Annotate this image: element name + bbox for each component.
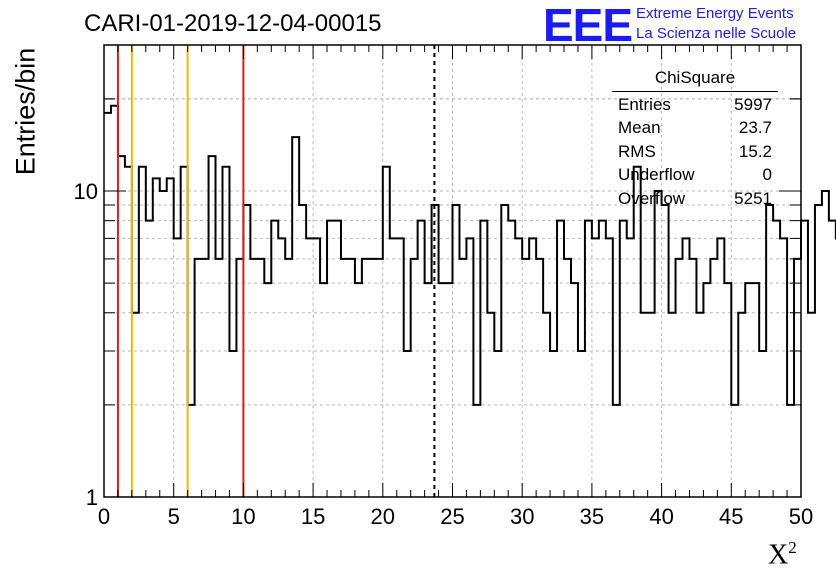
y-tick-label: 10 <box>74 179 98 204</box>
x-tick-label: 15 <box>301 504 325 529</box>
stats-row-rms: RMS 15.2 <box>612 140 778 164</box>
x-tick-label: 40 <box>649 504 673 529</box>
x-tick-label: 0 <box>98 504 110 529</box>
y-tick-label: 1 <box>86 485 98 510</box>
y-axis-label: Entries/bin <box>10 47 41 176</box>
eee-logo: EEE <box>543 0 633 51</box>
stats-value: 23.7 <box>738 118 772 137</box>
stats-value: 0 <box>762 165 772 184</box>
x-tick-label: 35 <box>580 504 604 529</box>
eee-caption-line1: Extreme Energy Events <box>636 5 794 22</box>
stats-row-mean: Mean 23.7 <box>612 116 778 140</box>
stats-label: Entries <box>618 94 671 114</box>
stats-row-underflow: Underflow 0 <box>612 163 778 187</box>
stats-label: Underflow <box>618 165 695 184</box>
x-tick-label: 20 <box>371 504 395 529</box>
stats-row-entries: Entries 5997 <box>612 93 778 117</box>
x-tick-label: 5 <box>168 504 180 529</box>
x-tick-label: 10 <box>231 504 255 529</box>
x-tick-label: 25 <box>440 504 464 529</box>
stats-value: 5997 <box>734 94 772 114</box>
eee-caption: Extreme Energy Events La Scienza nelle S… <box>636 4 796 44</box>
plot-title: CARI-01-2019-12-04-00015 <box>84 10 382 37</box>
stats-row-overflow: Overflow 5251 <box>612 187 778 211</box>
x-tick-label: 45 <box>719 504 743 529</box>
stats-value: 5251 <box>734 188 772 208</box>
stats-box: ChiSquare Entries 5997 Mean 23.7 RMS 15.2 U… <box>612 66 778 210</box>
stats-label: RMS <box>618 141 656 161</box>
x-axis-label: X2 <box>768 538 797 571</box>
stats-label: Mean <box>618 118 661 137</box>
stats-value: 15.2 <box>738 141 772 161</box>
x-tick-label: 50 <box>789 504 813 529</box>
eee-caption-line2: La Scienza nelle Scuole <box>636 25 797 42</box>
x-tick-label: 30 <box>510 504 534 529</box>
stats-label: Overflow <box>618 188 686 208</box>
stats-title: ChiSquare <box>612 66 778 92</box>
histogram-line <box>104 104 836 406</box>
